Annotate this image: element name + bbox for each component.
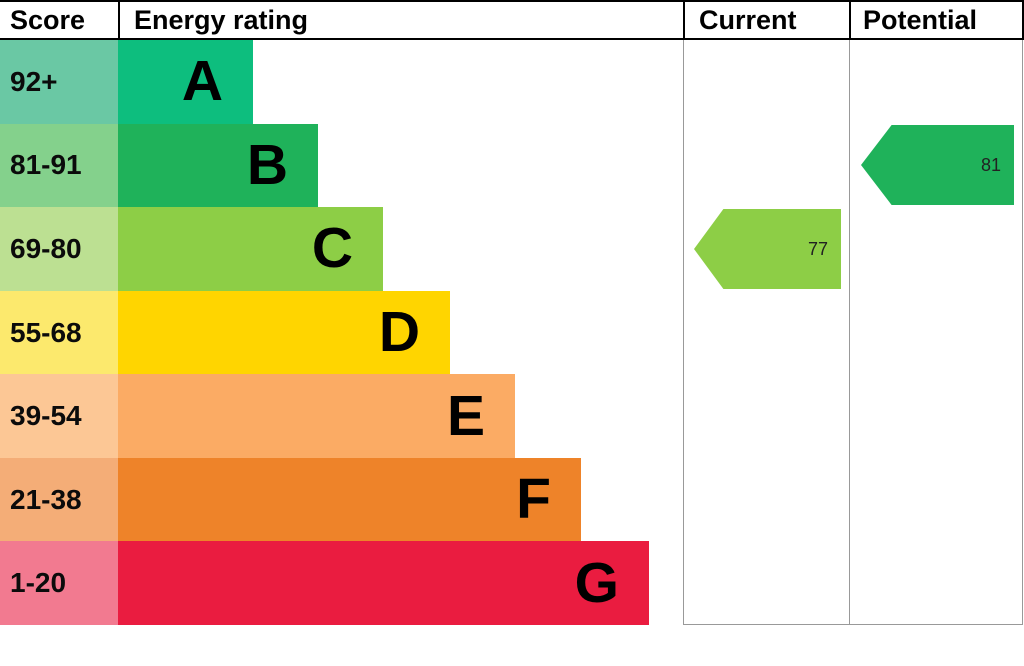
- band-row-c: 69-80 C: [0, 207, 683, 291]
- band-row-e: 39-54 E: [0, 374, 683, 458]
- band-letter-g: G: [574, 550, 619, 615]
- score-range-b: 81-91: [0, 123, 118, 208]
- bar-area-f: F: [118, 457, 683, 542]
- score-range-a: 92+: [0, 40, 118, 124]
- band-row-b: 81-91 B: [0, 123, 683, 208]
- current-rating-arrow: 77: [694, 209, 841, 289]
- band-bar-c: C: [118, 207, 383, 291]
- band-letter-f: F: [516, 467, 551, 532]
- band-bar-a: A: [118, 40, 253, 124]
- band-bar-f: F: [118, 457, 581, 542]
- header-energy-rating: Energy rating: [118, 2, 683, 38]
- band-letter-a: A: [181, 49, 223, 114]
- score-range-d: 55-68: [0, 290, 118, 375]
- score-range-c: 69-80: [0, 207, 118, 291]
- bar-area-e: E: [118, 374, 683, 458]
- potential-rating-arrow: 81: [861, 125, 1014, 205]
- score-range-e: 39-54: [0, 374, 118, 458]
- band-bar-b: B: [118, 123, 318, 208]
- potential-rating-value: 81: [980, 154, 1001, 175]
- bar-area-b: B: [118, 123, 683, 208]
- band-letter-d: D: [378, 300, 420, 365]
- band-row-a: 92+ A: [0, 40, 683, 124]
- band-row-d: 55-68 D: [0, 290, 683, 375]
- header-score: Score: [10, 4, 86, 35]
- band-row-f: 21-38 F: [0, 457, 683, 542]
- band-letter-e: E: [446, 383, 485, 448]
- current-column: 77: [683, 40, 849, 625]
- score-range-f: 21-38: [0, 457, 118, 542]
- bar-area-c: C: [118, 207, 683, 291]
- header-current: Current: [683, 2, 849, 38]
- bar-area-a: A: [118, 40, 683, 124]
- bar-area-d: D: [118, 290, 683, 375]
- potential-column: 81: [849, 40, 1023, 625]
- score-range-g: 1-20: [0, 541, 118, 626]
- current-rating-value: 77: [807, 238, 828, 259]
- band-bar-e: E: [118, 374, 515, 458]
- header-potential: Potential: [849, 2, 1024, 38]
- bar-area-g: G: [118, 541, 683, 626]
- band-bar-d: D: [118, 290, 450, 375]
- band-rows: 92+ A 81-91 B 69-80 C 5: [0, 40, 683, 626]
- band-letter-c: C: [311, 216, 353, 281]
- band-letter-b: B: [246, 132, 288, 197]
- band-bar-g: G: [118, 541, 649, 626]
- band-row-g: 1-20 G: [0, 541, 683, 626]
- chart-header: Score Energy rating Current Potential: [0, 0, 1024, 40]
